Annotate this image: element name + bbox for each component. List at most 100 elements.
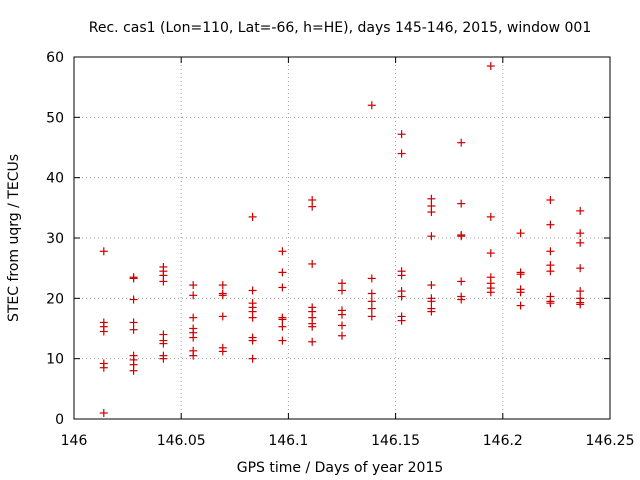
x-tick-label: 146.2 bbox=[483, 433, 523, 449]
data-point bbox=[129, 325, 138, 334]
data-point bbox=[248, 299, 257, 308]
data-point bbox=[427, 232, 436, 241]
x-tick-label: 146.05 bbox=[157, 433, 206, 449]
y-tick-label: 40 bbox=[46, 171, 64, 187]
data-point bbox=[367, 101, 376, 110]
data-point bbox=[129, 273, 138, 282]
x-tick-label: 146.25 bbox=[586, 433, 635, 449]
data-point bbox=[248, 286, 257, 295]
data-point bbox=[457, 277, 466, 286]
data-point bbox=[486, 273, 495, 282]
data-point bbox=[457, 292, 466, 301]
data-point bbox=[248, 333, 257, 342]
data-point bbox=[457, 199, 466, 208]
data-point bbox=[99, 359, 108, 368]
data-point bbox=[516, 268, 525, 277]
data-point bbox=[278, 268, 287, 277]
data-point bbox=[218, 312, 227, 321]
data-point bbox=[576, 238, 585, 247]
data-point bbox=[427, 194, 436, 203]
data-point bbox=[338, 321, 346, 330]
data-point bbox=[218, 289, 227, 298]
data-point bbox=[189, 281, 198, 290]
x-tick-label: 146.1 bbox=[268, 433, 308, 449]
data-point bbox=[159, 351, 168, 360]
data-point bbox=[516, 301, 525, 310]
data-point bbox=[278, 283, 287, 292]
x-tick-labels: 146 146.05 146.1 146.15 146.2 146.25 bbox=[61, 433, 635, 449]
data-point bbox=[486, 249, 495, 258]
data-point bbox=[99, 408, 108, 417]
data-point bbox=[367, 297, 376, 306]
x-tick-label: 146.15 bbox=[371, 433, 420, 449]
data-point bbox=[546, 247, 555, 256]
x-axis-label: GPS time / Days of year 2015 bbox=[237, 460, 444, 476]
y-tick-label: 50 bbox=[46, 110, 64, 126]
y-tick-label: 60 bbox=[46, 50, 64, 66]
data-point bbox=[129, 295, 138, 304]
data-point bbox=[248, 354, 257, 363]
data-point bbox=[397, 130, 406, 139]
data-point bbox=[248, 212, 257, 221]
plot-frame bbox=[73, 56, 611, 420]
data-point bbox=[218, 281, 227, 290]
data-point bbox=[338, 331, 346, 340]
data-point bbox=[576, 287, 585, 296]
data-point bbox=[308, 337, 317, 346]
data-point bbox=[278, 313, 287, 322]
data-point bbox=[546, 195, 555, 204]
y-tick-label: 0 bbox=[55, 412, 64, 428]
data-point bbox=[189, 313, 198, 322]
data-point bbox=[338, 279, 346, 288]
data-point bbox=[308, 195, 317, 204]
data-point bbox=[397, 312, 406, 321]
chart-title: Rec. cas1 (Lon=110, Lat=-66, h=HE), days… bbox=[89, 20, 591, 36]
data-point bbox=[457, 138, 466, 147]
data-point bbox=[576, 206, 585, 215]
data-point bbox=[308, 259, 317, 268]
data-point bbox=[367, 274, 376, 283]
data-point bbox=[159, 262, 168, 271]
data-point bbox=[576, 264, 585, 273]
data-point bbox=[218, 343, 227, 352]
data-point bbox=[427, 281, 436, 290]
data-point bbox=[189, 291, 198, 300]
y-tick-labels: 0 10 20 30 40 50 60 bbox=[46, 50, 64, 428]
y-tick-label: 30 bbox=[46, 231, 64, 247]
data-point bbox=[546, 292, 555, 301]
grid-lines bbox=[74, 57, 610, 419]
data-point bbox=[367, 289, 376, 298]
data-point bbox=[576, 229, 585, 238]
data-point bbox=[427, 202, 436, 211]
data-point bbox=[576, 294, 585, 303]
data-point bbox=[129, 351, 138, 360]
data-point bbox=[189, 346, 198, 355]
data-point bbox=[367, 312, 376, 321]
y-tick-label: 20 bbox=[46, 291, 64, 307]
data-point bbox=[99, 247, 108, 256]
data-point bbox=[427, 294, 436, 303]
data-point bbox=[189, 324, 198, 333]
data-point bbox=[546, 220, 555, 229]
y-tick-label: 10 bbox=[46, 352, 64, 368]
data-point bbox=[486, 62, 495, 71]
data-point bbox=[367, 304, 376, 313]
y-axis-label: STEC from uqrg / TECUs bbox=[6, 154, 22, 322]
data-point bbox=[99, 318, 108, 327]
data-point bbox=[397, 267, 406, 276]
data-point bbox=[546, 261, 555, 270]
data-point bbox=[338, 306, 346, 315]
data-point bbox=[159, 330, 168, 339]
data-point bbox=[278, 336, 287, 345]
data-point bbox=[278, 322, 287, 331]
data-point bbox=[427, 304, 436, 313]
data-point bbox=[129, 318, 138, 327]
data-point bbox=[278, 247, 287, 256]
data-point bbox=[397, 149, 406, 158]
data-point bbox=[457, 230, 466, 239]
data-point bbox=[516, 229, 525, 238]
data-point bbox=[338, 286, 346, 295]
data-point bbox=[397, 287, 406, 296]
data-point bbox=[308, 303, 317, 312]
